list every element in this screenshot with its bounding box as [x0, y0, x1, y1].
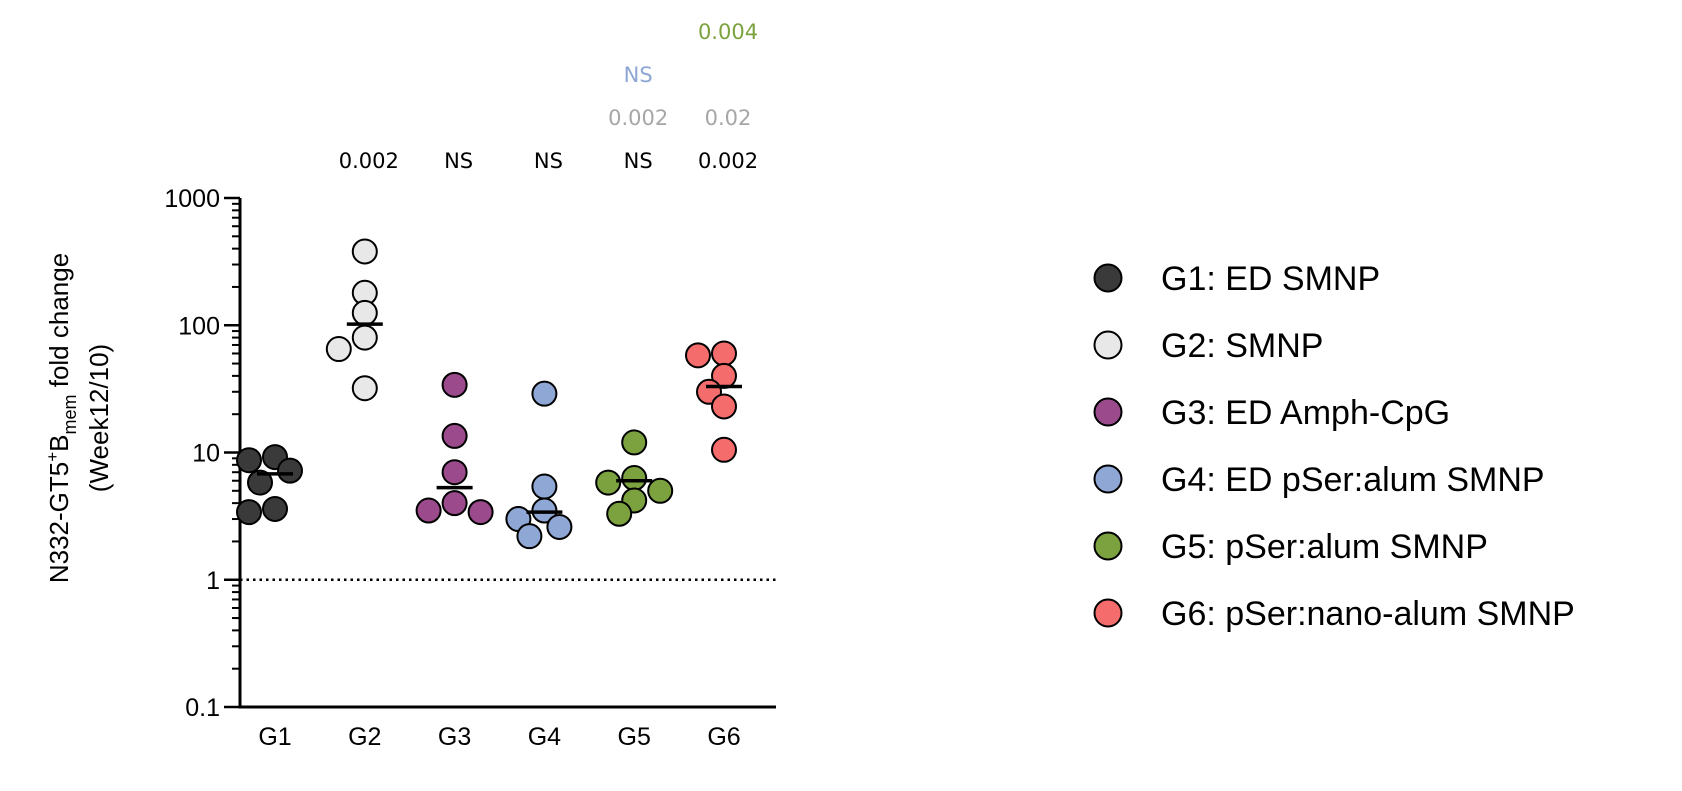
legend-item-g4: G4: ED pSer:alum SMNP — [1093, 461, 1545, 499]
series-g5 — [595, 429, 674, 527]
series-g3 — [415, 371, 494, 526]
data-point — [351, 324, 378, 351]
data-point — [351, 375, 378, 402]
p-value-g6: 0.004 — [698, 20, 758, 44]
legend-marker — [1093, 263, 1123, 293]
x-tick-label-g5: G5 — [618, 723, 651, 751]
p-value-g5: NS — [624, 149, 653, 173]
x-tick-label-g2: G2 — [348, 723, 381, 751]
data-point — [516, 523, 543, 550]
data-point — [467, 499, 494, 526]
data-point — [441, 422, 468, 449]
legend-item-g2: G2: SMNP — [1093, 327, 1323, 365]
data-point — [441, 459, 468, 486]
legend-item-g3: G3: ED Amph-CpG — [1093, 394, 1450, 432]
p-value-g6: 0.02 — [705, 106, 752, 130]
p-value-g6: 0.002 — [698, 149, 758, 173]
p-value-g5: NS — [624, 63, 653, 87]
x-tick-label-g1: G1 — [258, 723, 291, 751]
data-point — [531, 473, 558, 500]
legend-item-g1: G1: ED SMNP — [1093, 260, 1380, 298]
data-point — [247, 469, 273, 496]
legend-label: G5: pSer:alum SMNP — [1161, 528, 1488, 566]
y-tick-label: 0.1 — [185, 694, 220, 722]
legend-marker — [1093, 330, 1123, 360]
legend-marker — [1093, 598, 1123, 628]
legend-label: G3: ED Amph-CpG — [1161, 394, 1450, 432]
data-point — [277, 457, 303, 484]
legend-label: G1: ED SMNP — [1161, 260, 1380, 298]
data-point — [711, 393, 737, 420]
data-point — [595, 469, 622, 496]
series-g6 — [685, 340, 742, 463]
series-g1 — [236, 444, 303, 526]
legend-label: G6: pSer:nano-alum SMNP — [1161, 595, 1575, 633]
legend-marker — [1093, 397, 1123, 427]
data-point — [351, 299, 378, 326]
data-point — [531, 380, 558, 407]
y-tick-label: 1000 — [164, 185, 220, 213]
y-tick-label: 100 — [178, 312, 220, 340]
data-point — [621, 465, 648, 492]
y-axis-label-line1: N332-GT5+Bmem fold change — [43, 253, 80, 583]
y-axis-label-line2: (Week12/10) — [84, 344, 114, 492]
p-value-g4: NS — [534, 149, 563, 173]
x-tick-label-g4: G4 — [528, 723, 561, 751]
p-value-g5: 0.002 — [608, 106, 668, 130]
p-value-g2: 0.002 — [339, 149, 399, 173]
data-point — [351, 238, 378, 265]
p-value-g3: NS — [444, 149, 473, 173]
data-point — [325, 336, 352, 363]
data-point — [236, 447, 262, 474]
series-g4 — [505, 380, 573, 550]
data-point — [621, 429, 648, 456]
series-g2 — [325, 238, 383, 402]
data-point — [546, 513, 573, 540]
y-tick-label: 1 — [206, 567, 220, 595]
x-tick-label-g6: G6 — [707, 723, 740, 751]
legend-marker — [1093, 531, 1123, 561]
legend-marker — [1093, 464, 1123, 494]
data-point — [685, 342, 711, 369]
data-point — [236, 499, 262, 526]
data-point — [711, 436, 737, 463]
legend-item-g6: G6: pSer:nano-alum SMNP — [1093, 595, 1575, 633]
data-point — [647, 477, 674, 504]
legend-label: G4: ED pSer:alum SMNP — [1161, 461, 1545, 499]
data-point — [711, 340, 737, 367]
legend-label: G2: SMNP — [1161, 327, 1323, 365]
y-axis-label: N332-GT5+Bmem fold change (Week12/10) — [43, 253, 114, 583]
data-point — [441, 490, 468, 517]
legend-item-g5: G5: pSer:alum SMNP — [1093, 528, 1488, 566]
legend: G1: ED SMNP G2: SMNP G3: ED Amph-CpG G4: ED… — [1093, 260, 1575, 633]
y-tick-label: 10 — [192, 440, 220, 468]
data-point — [415, 497, 442, 524]
data-point — [262, 495, 288, 522]
x-tick-label-g3: G3 — [438, 723, 471, 751]
data-point — [606, 500, 633, 527]
data-point — [441, 371, 468, 398]
